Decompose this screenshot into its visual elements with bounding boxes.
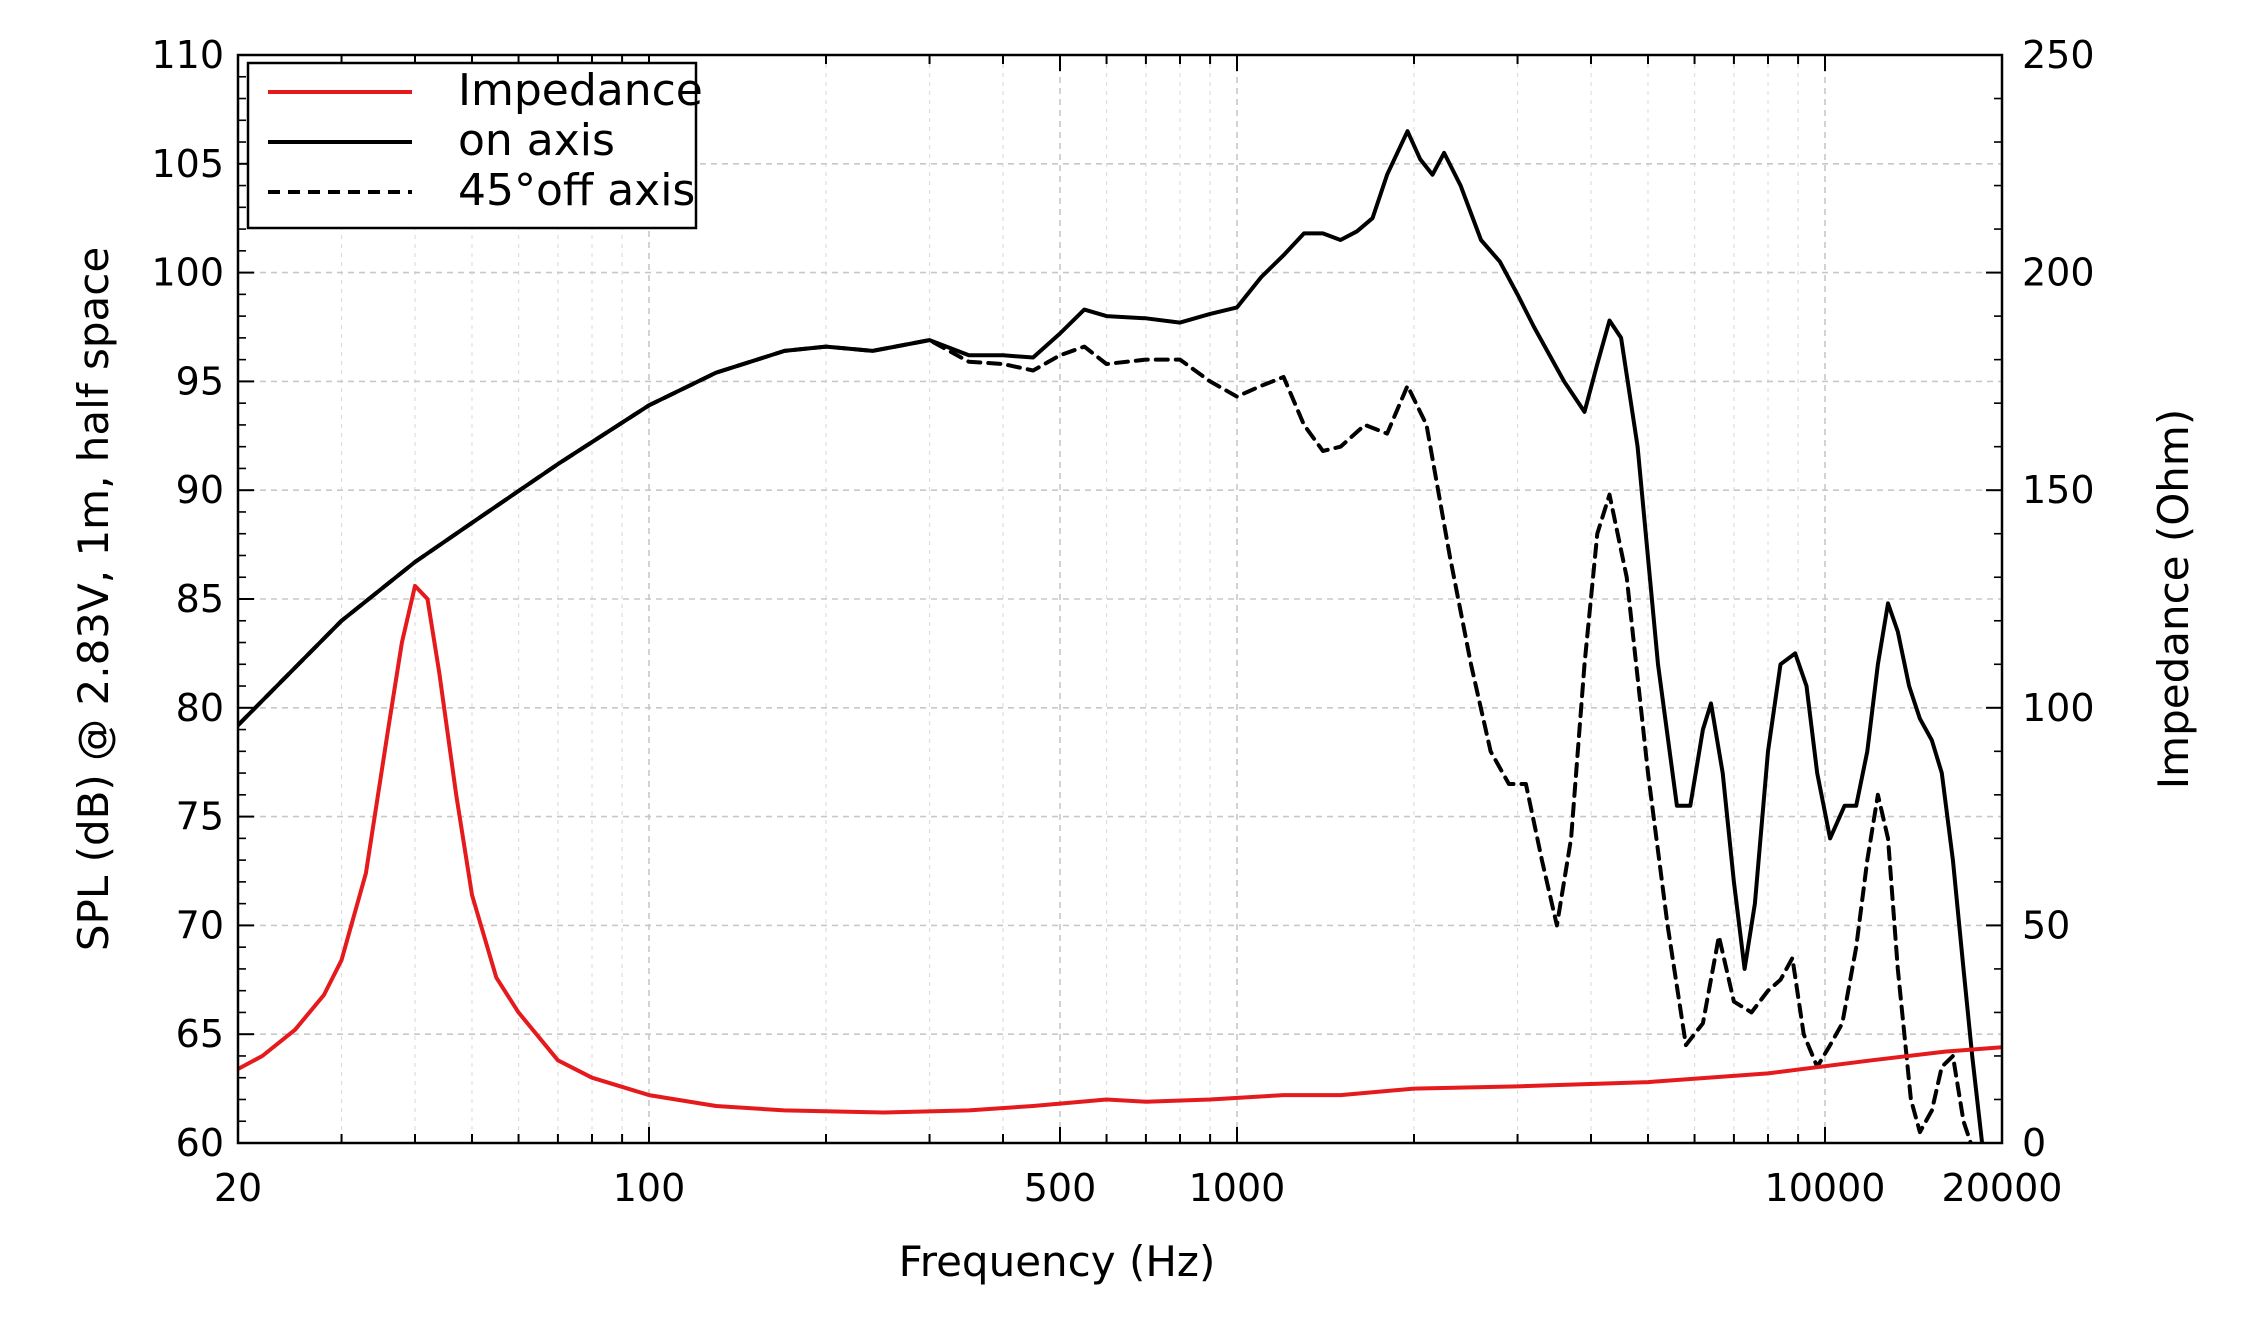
y-left-tick-label: 75	[176, 795, 224, 839]
y-left-tick-label: 80	[176, 686, 224, 730]
legend-label-impedance: Impedance	[458, 65, 703, 116]
y-left-tick-label: 105	[151, 142, 224, 186]
series-layer	[238, 129, 2002, 1143]
y-right-tick-label: 100	[2022, 686, 2095, 730]
series-line-impedance	[238, 583, 2002, 1115]
x-tick-label: 500	[1024, 1166, 1097, 1210]
y-right-tick-label: 0	[2022, 1121, 2046, 1165]
y-left-tick-label: 100	[151, 251, 224, 295]
x-tick-label: 10000	[1765, 1166, 1886, 1210]
legend-label-on-axis: on axis	[458, 115, 615, 166]
y-right-tick-label: 150	[2022, 468, 2095, 512]
y-left-tick-label: 90	[176, 468, 224, 512]
x-tick-label: 1000	[1189, 1166, 1286, 1210]
y-left-tick-label: 65	[176, 1012, 224, 1056]
grid	[237, 55, 2003, 1143]
series-line-on-axis	[238, 129, 1985, 1143]
x-tick-label: 100	[613, 1166, 686, 1210]
y-right-tick-label: 50	[2022, 903, 2070, 947]
legend-label-off-axis: 45°off axis	[458, 165, 695, 216]
x-tick-label: 20000	[1942, 1166, 2063, 1210]
series-line-45-off-axis	[238, 338, 1973, 1143]
x-tick-label: 20	[214, 1166, 262, 1210]
y-right-tick-label: 200	[2022, 251, 2095, 295]
ticks: 60 65 70 75 80 85 90 95 100 105 110 0 50 100 150 200 250…	[151, 33, 2094, 1210]
y-left-tick-label: 95	[176, 359, 224, 403]
y-left-tick-label: 70	[176, 903, 224, 947]
y-axis-left-title: SPL (dB) @ 2.83V, 1m, half space	[69, 247, 118, 951]
y-right-tick-label: 250	[2022, 33, 2095, 77]
legend: Impedance on axis 45°off axis	[246, 61, 703, 230]
y-left-tick-label: 110	[151, 33, 224, 77]
y-left-tick-label: 60	[176, 1121, 224, 1165]
x-axis-title: Frequency (Hz)	[899, 1237, 1216, 1286]
y-axis-right-title: Impedance (Ohm)	[2149, 409, 2198, 789]
y-left-tick-label: 85	[176, 577, 224, 621]
